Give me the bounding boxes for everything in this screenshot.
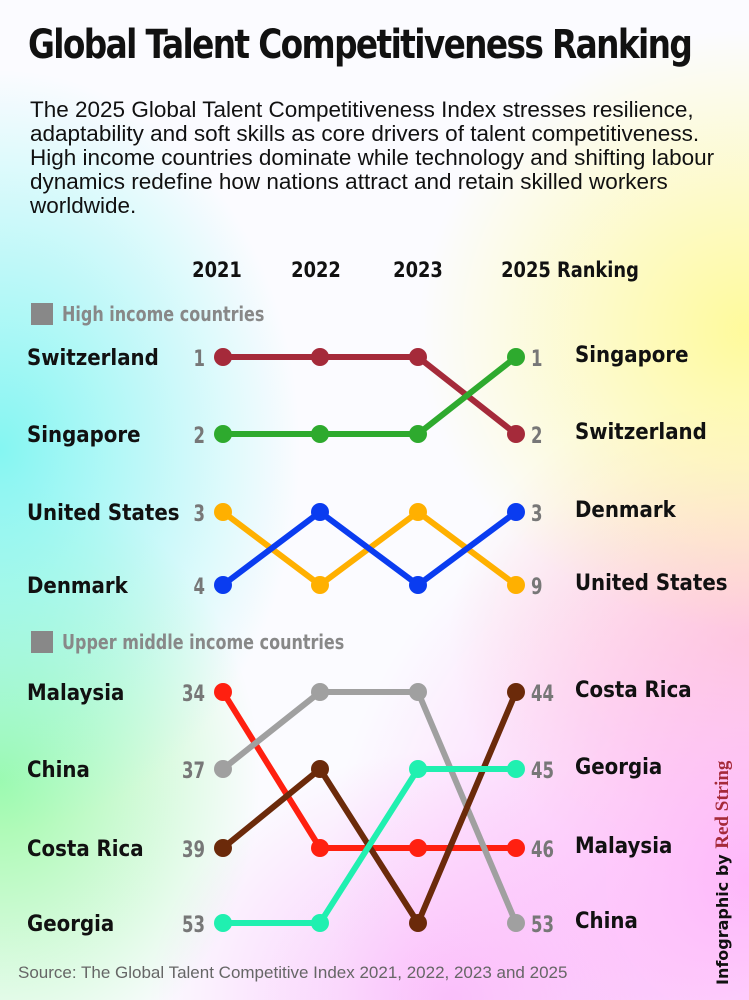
series-point (311, 348, 329, 366)
series-point (311, 683, 329, 701)
left-country-label: Switzerland (27, 345, 159, 370)
series-point (214, 576, 232, 594)
series-point (311, 503, 329, 521)
right-rank-label: 46 (531, 837, 554, 863)
series-point (214, 425, 232, 443)
series-point (214, 683, 232, 701)
left-rank-label: 39 (182, 837, 205, 863)
page-title: Global Talent Competitiveness Ranking (28, 22, 693, 68)
series-point (214, 348, 232, 366)
right-rank-label: 3 (531, 501, 542, 527)
brand-logo: Red String (712, 760, 733, 849)
credit: Infographic by Red String (712, 761, 734, 985)
group-legend-label: High income countries (62, 303, 264, 326)
series-point (214, 914, 232, 932)
series-point (311, 576, 329, 594)
series-line-costa-rica (221, 690, 519, 926)
column-header: 2023 (393, 258, 443, 283)
series-point (409, 576, 427, 594)
left-rank-label: 34 (182, 681, 205, 707)
left-country-label: Costa Rica (27, 836, 144, 861)
series-point (507, 425, 525, 443)
right-rank-label: 45 (531, 758, 554, 784)
series-line-georgia (223, 766, 516, 926)
source-note: Source: The Global Talent Competitive In… (18, 963, 568, 982)
series-point (409, 503, 427, 521)
group-legend-swatch (31, 631, 53, 653)
series-point (409, 839, 427, 857)
column-header: 2022 (291, 258, 341, 283)
group-legend-swatch (31, 303, 53, 325)
series-point (311, 425, 329, 443)
left-rank-label: 2 (194, 423, 205, 449)
series-point (409, 914, 427, 932)
series-line-switzerland (223, 354, 518, 437)
left-rank-label: 37 (182, 758, 205, 784)
right-rank-label: 2 (531, 423, 542, 449)
series-line-china (221, 689, 519, 925)
series-point (311, 839, 329, 857)
series-point (214, 503, 232, 521)
series-point (507, 760, 525, 778)
left-country-label: China (27, 757, 90, 782)
series-point (507, 839, 525, 857)
series-point (409, 683, 427, 701)
right-country-label: Denmark (575, 497, 677, 522)
column-header: 2021 (192, 258, 242, 283)
series-line-singapore (223, 354, 518, 437)
intro-text: The 2025 Global Talent Competitiveness I… (30, 97, 715, 218)
left-rank-label: 4 (194, 574, 205, 600)
right-rank-label: 9 (531, 574, 542, 600)
left-rank-label: 53 (182, 912, 205, 938)
series-point (507, 683, 525, 701)
right-rank-label: 44 (531, 681, 554, 707)
left-country-label: Georgia (27, 911, 114, 936)
left-country-label: Malaysia (27, 680, 124, 705)
series-point (409, 760, 427, 778)
left-country-label: Singapore (27, 422, 141, 447)
series-line-denmark (221, 509, 518, 588)
series-point (409, 425, 427, 443)
right-country-label: Switzerland (575, 419, 707, 444)
series-point (311, 914, 329, 932)
series-point (507, 348, 525, 366)
right-country-label: Costa Rica (575, 677, 692, 702)
credit-prefix: Infographic by (713, 854, 732, 985)
series-point (214, 760, 232, 778)
left-rank-label: 1 (194, 346, 205, 372)
column-header: 2025 Ranking (501, 258, 639, 283)
left-country-label: United States (27, 500, 180, 525)
series-point (409, 348, 427, 366)
right-country-label: China (575, 908, 638, 933)
left-rank-label: 3 (194, 501, 205, 527)
series-point (507, 503, 525, 521)
right-rank-label: 1 (531, 346, 542, 372)
right-country-label: Singapore (575, 342, 689, 367)
series-point (311, 760, 329, 778)
series-point (507, 576, 525, 594)
left-country-label: Denmark (27, 573, 129, 598)
series-point (214, 839, 232, 857)
series-point (507, 914, 525, 932)
right-country-label: Georgia (575, 754, 662, 779)
right-country-label: United States (575, 570, 728, 595)
group-legend-label: Upper middle income countries (62, 631, 344, 654)
right-country-label: Malaysia (575, 833, 672, 858)
right-rank-label: 53 (531, 912, 554, 938)
